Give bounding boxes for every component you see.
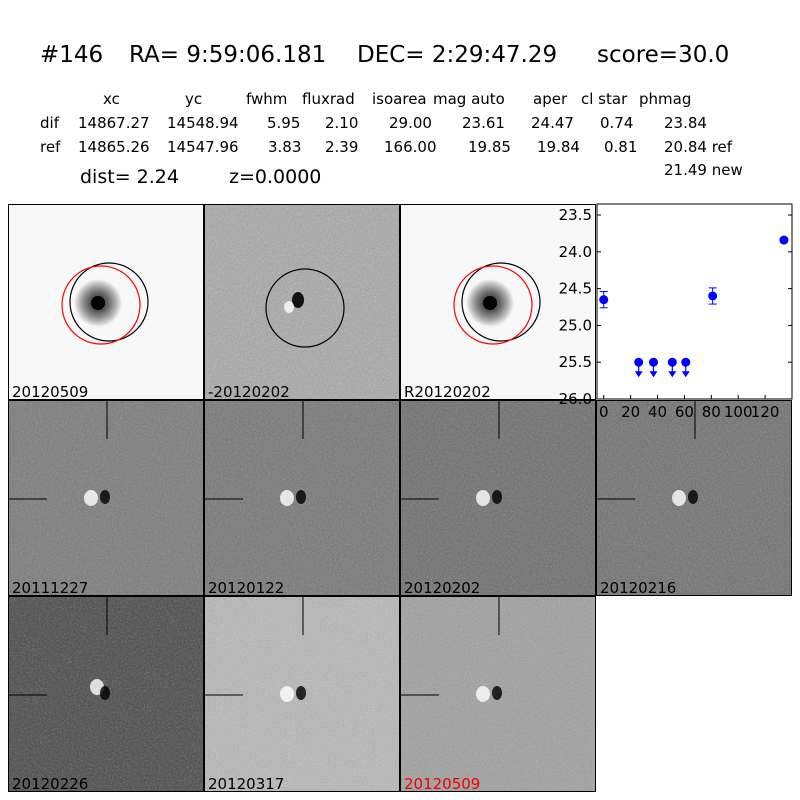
- column-header: xc: [103, 90, 120, 108]
- plot-area: [596, 203, 793, 400]
- stamp-date-label: 20111227: [12, 579, 89, 596]
- image-stamp[interactable]: 20120216: [596, 400, 792, 596]
- table-cell: 23.61: [462, 114, 505, 132]
- image-stamp[interactable]: 20120226: [8, 596, 204, 792]
- table-cell: 2.39: [325, 138, 359, 156]
- stamp-image: [401, 597, 595, 791]
- upper-limit-arrowhead: [634, 371, 643, 378]
- x-tick-label: 20: [621, 403, 640, 421]
- ref-circle: [265, 268, 345, 348]
- image-stamp[interactable]: 20120317: [204, 596, 400, 792]
- stamp-image: [453, 262, 541, 345]
- image-stamp[interactable]: 20120202: [400, 400, 596, 596]
- stamp-image: [9, 597, 203, 791]
- table-cell: 0.74: [600, 114, 634, 132]
- new-circle: [453, 265, 533, 345]
- table-cell: 3.83: [268, 138, 302, 156]
- dist-value: dist= 2.24: [80, 166, 179, 188]
- column-header: mag auto: [433, 90, 505, 108]
- data-point: [779, 235, 789, 245]
- upper-limit-arrowhead: [649, 371, 658, 378]
- upper-limit-arrowhead: [681, 371, 690, 378]
- y-tick-label: 25.5: [559, 353, 592, 371]
- stamp-date-label: R20120202: [404, 383, 491, 400]
- candidate-id: #146: [40, 42, 104, 68]
- data-point: [681, 357, 691, 367]
- stamp-date-label: 20120216: [600, 579, 677, 596]
- table-cell: 14865.26: [78, 138, 150, 156]
- image-stamp[interactable]: 20120509: [8, 204, 204, 400]
- column-header: isoarea: [372, 90, 427, 108]
- stamp-image: [205, 597, 399, 791]
- ref-circle: [69, 262, 149, 342]
- ref-circle: [461, 262, 541, 342]
- column-header: fluxrad: [302, 90, 355, 108]
- stamp-image: [597, 401, 791, 595]
- y-tick-label: 25.0: [559, 316, 592, 334]
- table-cell: 0.81: [604, 138, 638, 156]
- table-cell: 14867.27: [78, 114, 150, 132]
- image-stamp[interactable]: 20111227: [8, 400, 204, 596]
- image-stamp[interactable]: R20120202: [400, 204, 596, 400]
- table-cell: 24.47: [531, 114, 574, 132]
- table-cell: 2.10: [325, 114, 359, 132]
- y-tick-label: 24.0: [559, 243, 592, 261]
- table-cell: 5.95: [267, 114, 301, 132]
- table-cell: 20.84 ref: [664, 138, 733, 156]
- x-tick-label: 40: [648, 403, 667, 421]
- table-cell: 166.00: [384, 138, 437, 156]
- data-point: [648, 357, 658, 367]
- y-tick-label: 24.5: [559, 280, 592, 298]
- stamp-date-label: 20120509: [404, 775, 481, 792]
- table-cell: 29.00: [389, 114, 432, 132]
- column-header: cl star: [581, 90, 628, 108]
- table-cell: 14548.94: [167, 114, 239, 132]
- data-point: [634, 357, 644, 367]
- row-label: ref: [40, 138, 61, 156]
- stamp-date-label: 20120226: [12, 775, 89, 792]
- stamp-date-label: 20120122: [208, 579, 285, 596]
- table-cell: 23.84: [664, 114, 707, 132]
- data-point: [708, 291, 718, 301]
- stamp-date-label: 20120509: [12, 383, 89, 400]
- data-point: [599, 295, 609, 305]
- x-tick-label: 80: [702, 403, 721, 421]
- ra-value: RA= 9:59:06.181: [129, 42, 327, 68]
- x-tick-label: 120: [751, 403, 780, 421]
- stamp-image: [205, 205, 399, 399]
- image-stamp[interactable]: 20120509: [400, 596, 596, 792]
- table-cell: 19.85: [468, 138, 511, 156]
- stamp-image: [205, 401, 399, 595]
- image-stamp[interactable]: -20120202: [204, 204, 400, 400]
- table-cell: 14547.96: [167, 138, 239, 156]
- y-tick-label: 26.0: [559, 390, 592, 408]
- new-circle: [61, 265, 141, 345]
- x-tick-label: 60: [675, 403, 694, 421]
- column-header: yc: [185, 90, 203, 108]
- stamp-image: [61, 262, 149, 345]
- row-label: dif: [40, 114, 59, 132]
- stamp-date-label: -20120202: [208, 383, 290, 400]
- data-point: [667, 357, 677, 367]
- x-tick-label: 100: [724, 403, 753, 421]
- stamp-image: [9, 401, 203, 595]
- score-value: score=30.0: [597, 42, 730, 68]
- column-header: aper: [533, 90, 568, 108]
- x-tick-label: 0: [599, 403, 609, 421]
- column-header: fwhm: [246, 90, 288, 108]
- new-mag-value: 21.49 new: [664, 161, 743, 179]
- stamp-image: [401, 401, 595, 595]
- dec-value: DEC= 2:29:47.29: [357, 42, 558, 68]
- column-header: phmag: [639, 90, 692, 108]
- redshift-value: z=0.0000: [229, 166, 322, 188]
- upper-limit-arrowhead: [668, 371, 677, 378]
- table-cell: 19.84: [537, 138, 580, 156]
- image-stamp[interactable]: 20120122: [204, 400, 400, 596]
- stamp-date-label: 20120317: [208, 775, 285, 792]
- stamp-date-label: 20120202: [404, 579, 481, 596]
- y-tick-label: 23.5: [559, 206, 592, 224]
